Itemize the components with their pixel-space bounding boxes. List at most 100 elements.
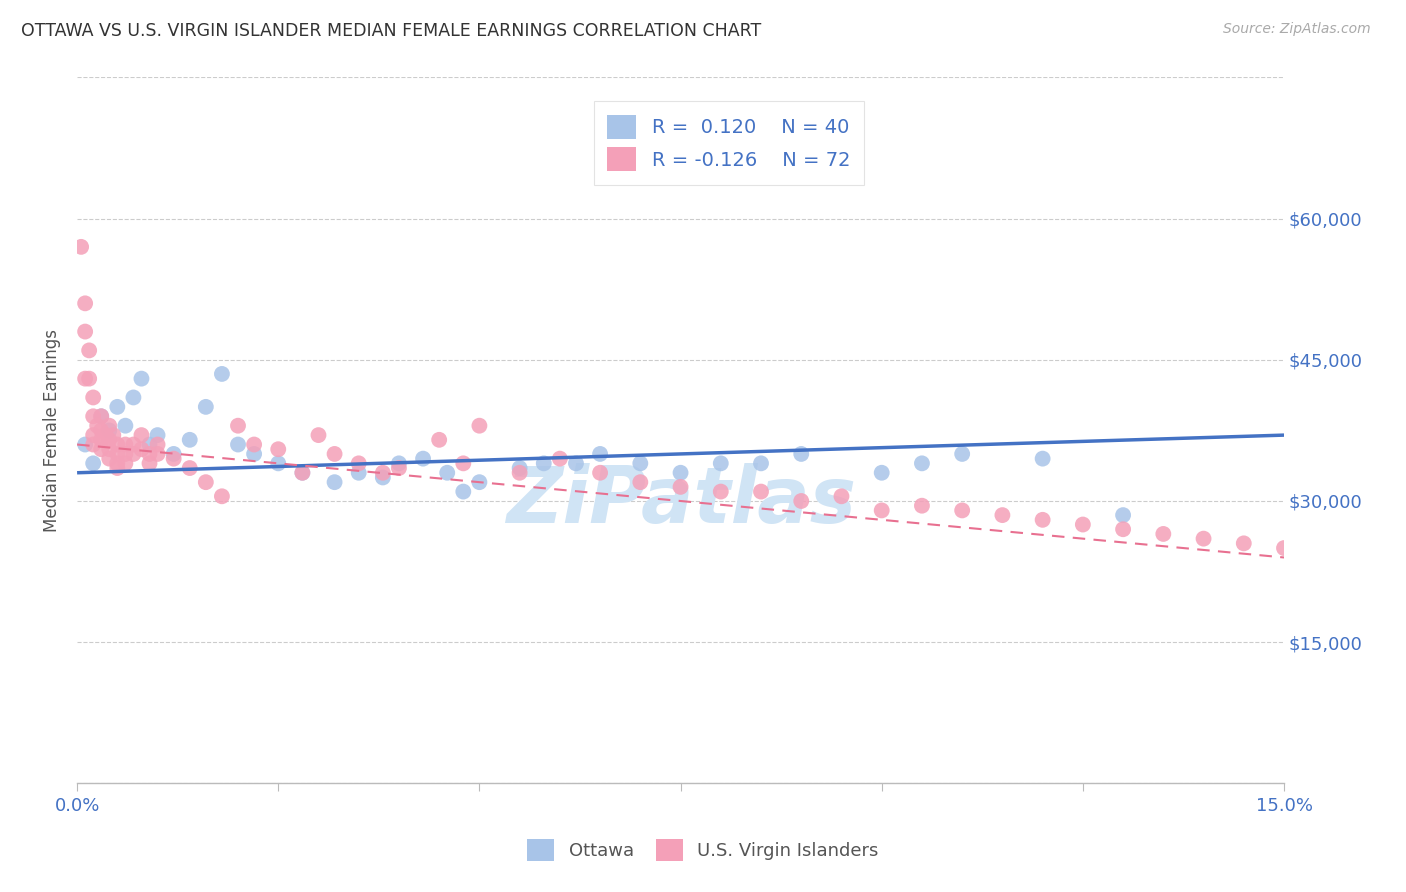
Point [291,466,314,480]
Point [749,484,772,499]
Point [267,442,290,457]
Point [114,437,136,451]
Point [138,437,160,451]
Point [194,400,217,414]
Point [950,503,973,517]
Point [453,484,475,499]
Point [371,470,394,484]
Point [98,433,121,447]
Point [412,451,434,466]
Point [371,466,394,480]
Point [90,442,112,457]
Point [131,428,153,442]
Point [950,447,973,461]
Point [98,418,121,433]
Point [468,418,491,433]
Point [114,456,136,470]
Point [628,456,651,470]
Point [179,433,201,447]
Point [77,343,100,358]
Point [347,466,370,480]
Point [453,456,475,470]
Point [90,424,112,438]
Legend: Ottawa, U.S. Virgin Islanders: Ottawa, U.S. Virgin Islanders [519,830,887,870]
Point [388,456,411,470]
Point [790,494,813,508]
Point [114,447,136,461]
Point [82,391,104,405]
Text: Source: ZipAtlas.com: Source: ZipAtlas.com [1223,22,1371,37]
Text: OTTAWA VS U.S. VIRGIN ISLANDER MEDIAN FEMALE EARNINGS CORRELATION CHART: OTTAWA VS U.S. VIRGIN ISLANDER MEDIAN FE… [21,22,761,40]
Point [70,240,93,254]
Point [267,456,290,470]
Point [991,508,1014,522]
Point [146,447,169,461]
Point [138,447,160,461]
Legend: R =  0.120    N = 40, R = -0.126    N = 72: R = 0.120 N = 40, R = -0.126 N = 72 [593,102,865,185]
Point [1272,541,1295,555]
Point [163,447,186,461]
Point [122,391,145,405]
Point [1032,451,1054,466]
Point [226,437,249,451]
Point [243,437,266,451]
Point [589,466,612,480]
Point [146,428,169,442]
Point [114,418,136,433]
Point [82,409,104,424]
Point [75,371,97,385]
Point [669,480,692,494]
Point [749,456,772,470]
Point [548,451,571,466]
Point [122,437,145,451]
Point [669,466,692,480]
Point [98,451,121,466]
Point [211,367,233,381]
Point [911,499,934,513]
Point [291,466,314,480]
Point [194,475,217,490]
Point [710,456,733,470]
Point [308,428,330,442]
Point [628,475,651,490]
Point [226,418,249,433]
Point [82,428,104,442]
Point [82,456,104,470]
Point [105,400,128,414]
Point [105,456,128,470]
Point [243,447,266,461]
Point [90,409,112,424]
Point [86,418,108,433]
Point [1112,508,1135,522]
Point [105,461,128,475]
Point [1071,517,1094,532]
Point [870,503,893,517]
Point [105,447,128,461]
Point [1192,532,1215,546]
Point [468,475,491,490]
Point [1032,513,1054,527]
Point [565,456,588,470]
Point [323,447,346,461]
Point [75,437,97,451]
Point [77,371,100,385]
Point [103,428,125,442]
Point [146,437,169,451]
Y-axis label: Median Female Earnings: Median Female Earnings [44,329,60,532]
Point [533,456,555,470]
Point [179,461,201,475]
Point [1152,527,1174,541]
Point [1233,536,1256,550]
Point [82,437,104,451]
Point [98,442,121,457]
Point [427,433,450,447]
Point [138,456,160,470]
Point [1112,522,1135,536]
Point [388,461,411,475]
Point [870,466,893,480]
Point [509,461,531,475]
Point [710,484,733,499]
Point [131,442,153,457]
Point [509,466,531,480]
Point [105,437,128,451]
